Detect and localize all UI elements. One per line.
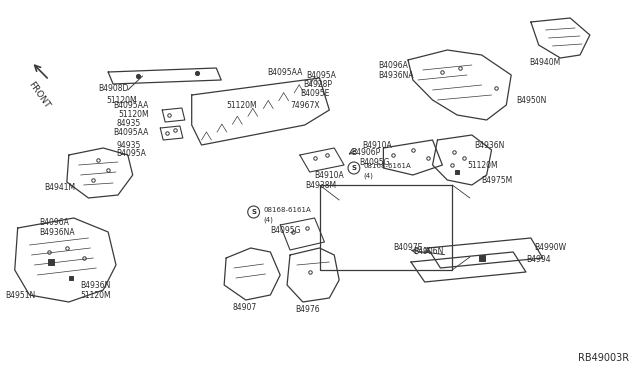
- Text: 51120M: 51120M: [467, 160, 497, 170]
- Text: B4095A: B4095A: [307, 71, 337, 80]
- Text: B4910A: B4910A: [315, 170, 344, 180]
- Text: B4095AA: B4095AA: [268, 67, 303, 77]
- Text: B4908D: B4908D: [99, 83, 129, 93]
- Text: 51120M: 51120M: [106, 96, 137, 105]
- Text: B4936NA: B4936NA: [39, 228, 75, 237]
- Text: B4910A: B4910A: [362, 141, 392, 150]
- Text: 84907: 84907: [233, 304, 257, 312]
- Text: 08168-6161A: 08168-6161A: [364, 163, 412, 169]
- Text: B4936N: B4936N: [474, 141, 504, 150]
- Text: B4096A: B4096A: [39, 218, 69, 227]
- Text: B4951N: B4951N: [5, 291, 35, 299]
- Text: B4906P: B4906P: [351, 148, 380, 157]
- Text: 51120M: 51120M: [81, 291, 111, 299]
- Text: B4940M: B4940M: [529, 58, 560, 67]
- Text: B4096A: B4096A: [378, 61, 408, 70]
- Text: B4936N: B4936N: [81, 280, 111, 289]
- Text: RB49003R: RB49003R: [578, 353, 629, 363]
- Text: (4): (4): [264, 217, 273, 223]
- Text: B4097E: B4097E: [393, 244, 422, 253]
- Text: S: S: [351, 165, 356, 171]
- Text: B4906N: B4906N: [413, 247, 444, 257]
- Text: B4950N: B4950N: [516, 96, 547, 105]
- Text: 51120M: 51120M: [226, 100, 257, 109]
- Text: B4975M: B4975M: [482, 176, 513, 185]
- Text: 74967X: 74967X: [290, 100, 319, 109]
- Text: FRONT: FRONT: [27, 80, 52, 110]
- Text: B4938M: B4938M: [305, 180, 336, 189]
- Text: B4095AA: B4095AA: [113, 128, 148, 137]
- Text: B4994: B4994: [526, 256, 550, 264]
- Text: 08168-6161A: 08168-6161A: [264, 207, 311, 213]
- Text: B4928P: B4928P: [303, 80, 332, 89]
- Text: B4990W: B4990W: [534, 244, 566, 253]
- Text: B4095A: B4095A: [116, 148, 146, 157]
- Text: 51120M: 51120M: [118, 109, 148, 119]
- Text: 94935: 94935: [116, 141, 140, 150]
- Text: B4095G: B4095G: [359, 157, 389, 167]
- Text: B4095AA: B4095AA: [113, 100, 148, 109]
- Text: 84935: 84935: [116, 119, 140, 128]
- Text: B4936NA: B4936NA: [378, 71, 414, 80]
- Text: B4941M: B4941M: [44, 183, 76, 192]
- Text: B4976: B4976: [295, 305, 319, 314]
- Text: B4095E: B4095E: [300, 89, 329, 97]
- Text: (4): (4): [364, 173, 374, 179]
- Text: S: S: [251, 209, 256, 215]
- Text: B4095G: B4095G: [270, 225, 301, 234]
